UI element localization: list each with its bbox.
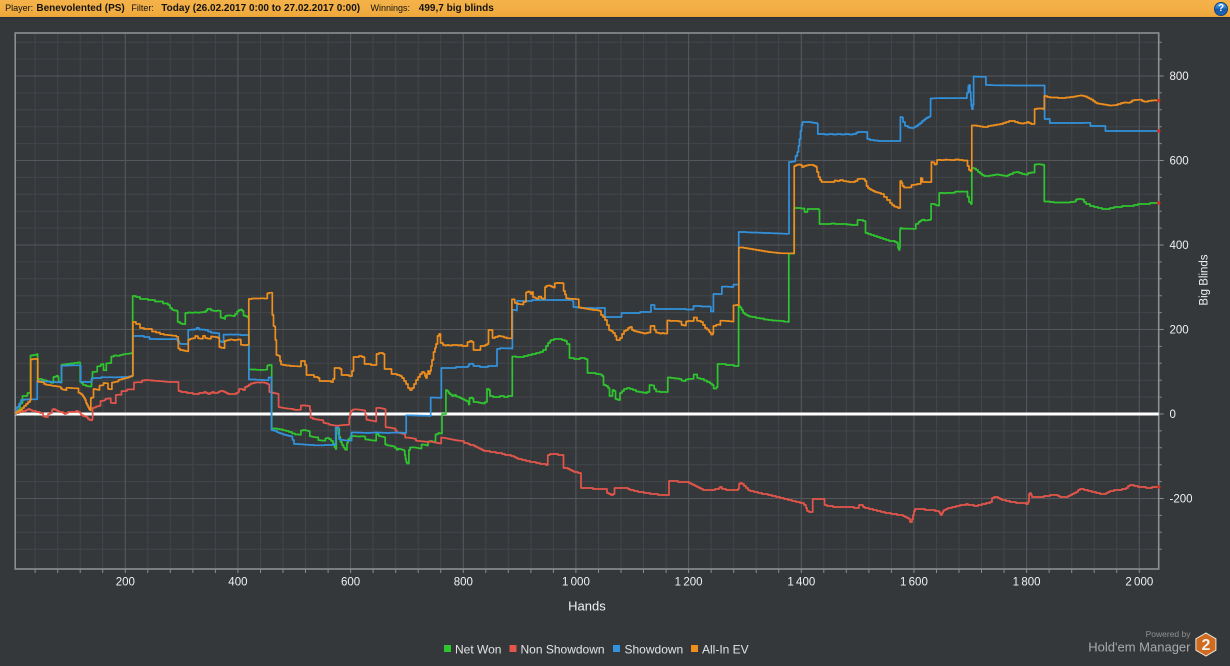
svg-text:Net Won: Net Won: [455, 643, 501, 657]
svg-text:Non Showdown: Non Showdown: [521, 643, 605, 657]
svg-text:1 000: 1 000: [562, 577, 590, 589]
svg-text:1 200: 1 200: [675, 577, 703, 589]
svg-text:400: 400: [228, 577, 247, 589]
svg-text:400: 400: [1170, 240, 1189, 252]
svg-text:2 000: 2 000: [1125, 577, 1153, 589]
svg-text:800: 800: [454, 577, 473, 589]
svg-text:0: 0: [1170, 409, 1176, 421]
svg-text:2: 2: [1201, 637, 1210, 654]
svg-text:Hands: Hands: [568, 599, 606, 614]
svg-text:Big Blinds: Big Blinds: [1199, 254, 1211, 305]
svg-text:200: 200: [1170, 325, 1189, 337]
svg-text:Powered by: Powered by: [1146, 629, 1192, 639]
svg-text:600: 600: [1170, 156, 1189, 168]
svg-text:1 600: 1 600: [900, 577, 928, 589]
svg-text:Showdown: Showdown: [625, 643, 684, 657]
svg-text:All-In EV: All-In EV: [702, 643, 749, 657]
svg-text:1 400: 1 400: [787, 577, 815, 589]
svg-text:-200: -200: [1170, 494, 1193, 506]
svg-text:600: 600: [341, 577, 360, 589]
svg-text:1 800: 1 800: [1013, 577, 1041, 589]
svg-text:Hold'em Manager: Hold'em Manager: [1088, 640, 1191, 655]
svg-text:200: 200: [116, 577, 135, 589]
svg-text:800: 800: [1170, 71, 1189, 83]
